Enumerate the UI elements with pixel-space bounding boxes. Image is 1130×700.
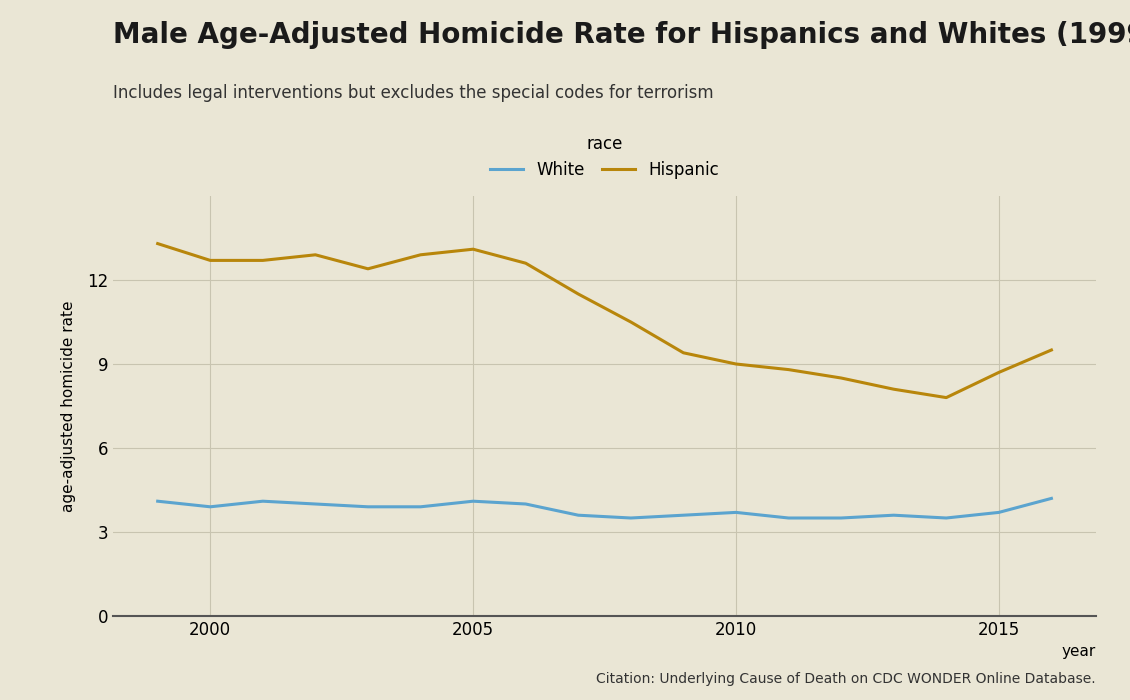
Hispanic — [1044, 346, 1058, 354]
White — [729, 508, 742, 517]
Hispanic — [939, 393, 953, 402]
White — [519, 500, 532, 508]
Y-axis label: age-adjusted homicide rate: age-adjusted homicide rate — [61, 300, 76, 512]
Hispanic — [519, 259, 532, 267]
Legend: White, Hispanic: White, Hispanic — [490, 135, 719, 179]
White — [308, 500, 322, 508]
Hispanic — [414, 251, 427, 259]
White — [151, 497, 165, 505]
White — [624, 514, 637, 522]
Text: Includes legal interventions but excludes the special codes for terrorism: Includes legal interventions but exclude… — [113, 84, 714, 102]
Hispanic — [308, 251, 322, 259]
Hispanic — [992, 368, 1006, 377]
White — [887, 511, 901, 519]
White — [834, 514, 848, 522]
Hispanic — [887, 385, 901, 393]
Text: Male Age-Adjusted Homicide Rate for Hispanics and Whites (1999-2016): Male Age-Adjusted Homicide Rate for Hisp… — [113, 21, 1130, 49]
White — [939, 514, 953, 522]
White — [467, 497, 480, 505]
Hispanic — [151, 239, 165, 248]
Text: Citation: Underlying Cause of Death on CDC WONDER Online Database.: Citation: Underlying Cause of Death on C… — [597, 672, 1096, 686]
Hispanic — [834, 374, 848, 382]
Hispanic — [362, 265, 375, 273]
White — [257, 497, 270, 505]
Hispanic — [467, 245, 480, 253]
X-axis label: year: year — [1062, 645, 1096, 659]
White — [414, 503, 427, 511]
Hispanic — [782, 365, 796, 374]
White — [992, 508, 1006, 517]
White — [362, 503, 375, 511]
Hispanic — [257, 256, 270, 265]
White — [572, 511, 585, 519]
White — [782, 514, 796, 522]
Hispanic — [729, 360, 742, 368]
Line: Hispanic: Hispanic — [158, 244, 1051, 398]
White — [203, 503, 217, 511]
Hispanic — [624, 318, 637, 326]
White — [677, 511, 690, 519]
Hispanic — [677, 349, 690, 357]
Hispanic — [572, 290, 585, 298]
White — [1044, 494, 1058, 503]
Line: White: White — [158, 498, 1051, 518]
Hispanic — [203, 256, 217, 265]
